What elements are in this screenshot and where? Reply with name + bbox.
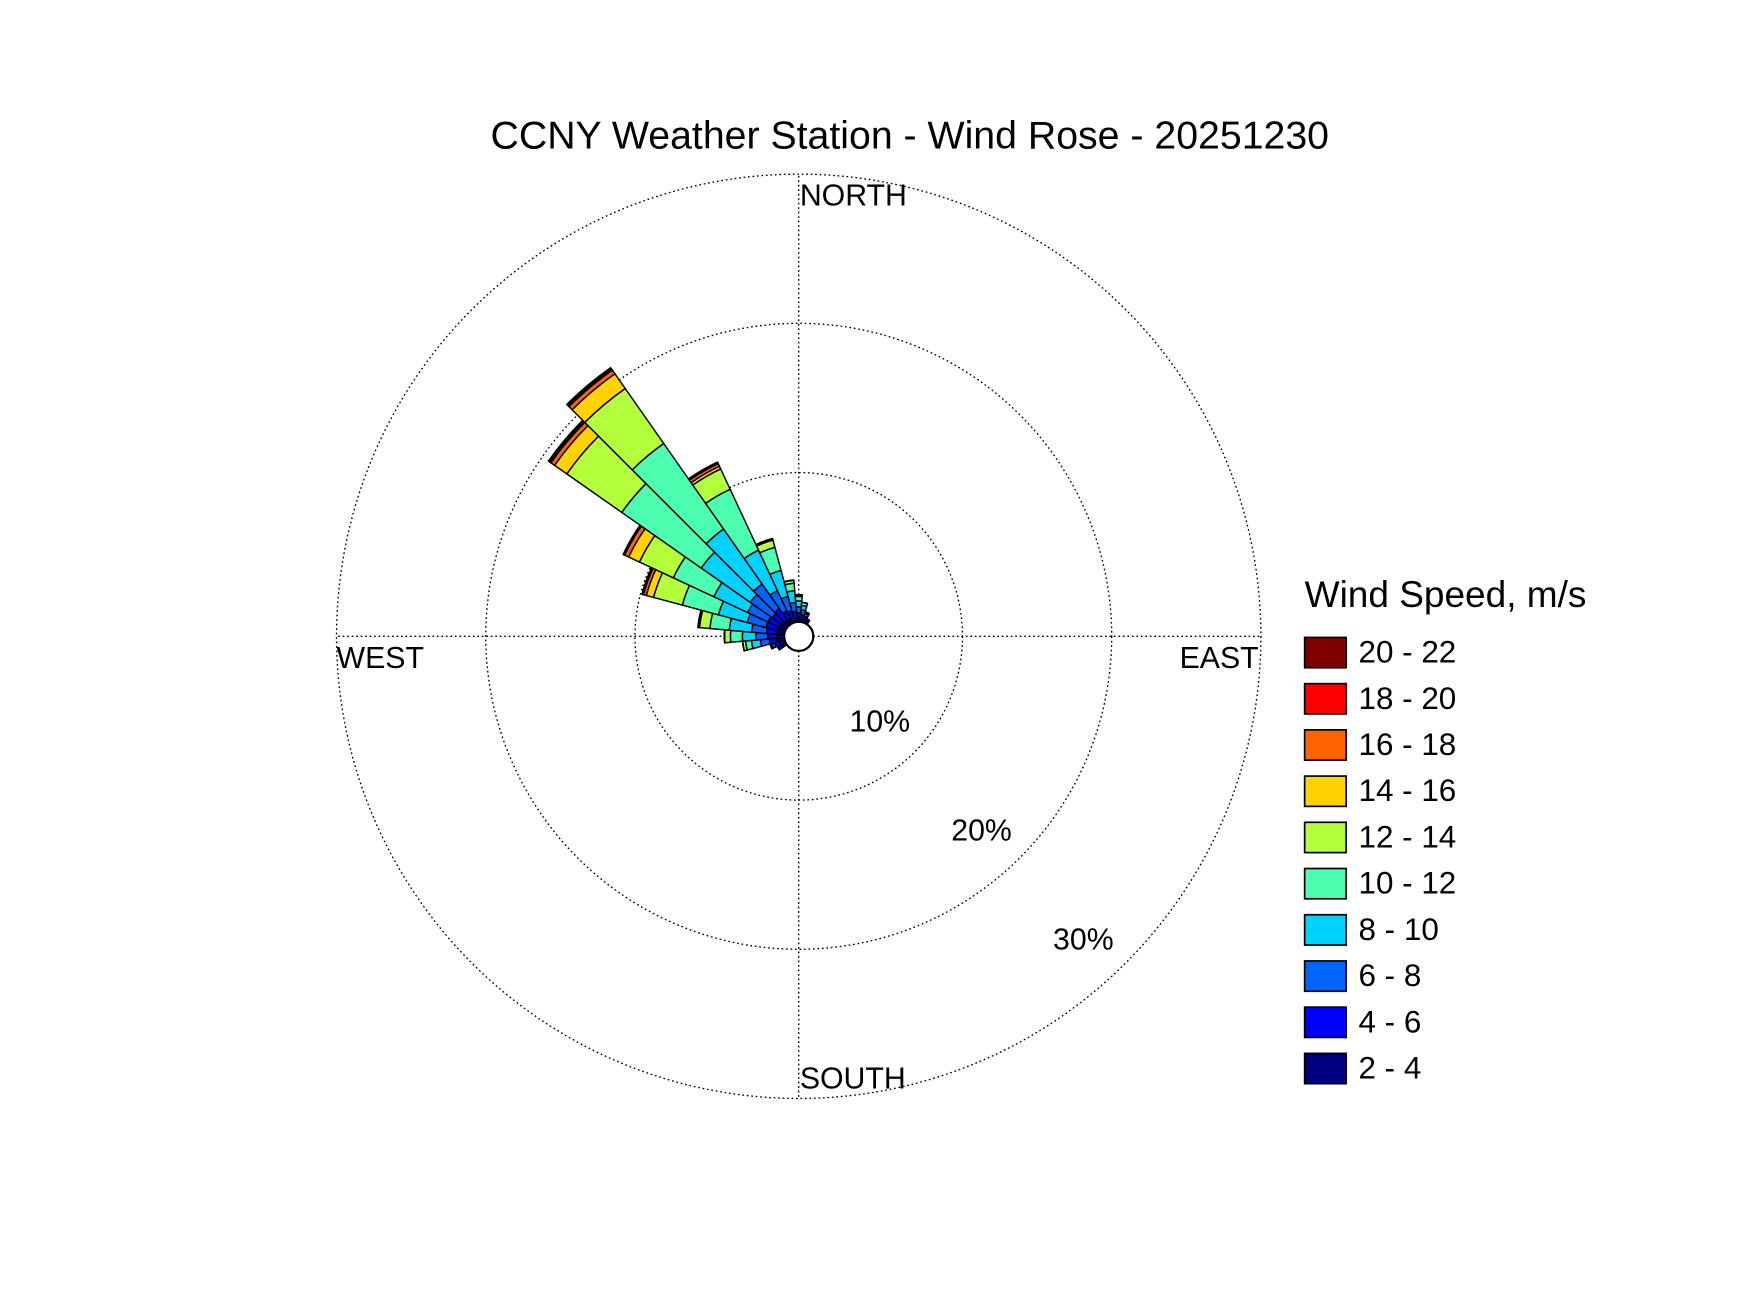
r-tick-label: 10%: [850, 705, 911, 738]
wedge-segment: [723, 629, 732, 644]
legend-swatch: [1303, 636, 1347, 669]
legend-swatch: [1303, 913, 1347, 946]
legend-swatch: [1303, 821, 1347, 854]
wedge-segment: [688, 461, 718, 480]
legend-label: 6 - 8: [1358, 958, 1421, 993]
chart-title: CCNY Weather Station - Wind Rose - 20251…: [491, 114, 1330, 158]
r-tick-label: 30%: [1053, 924, 1114, 957]
compass-label: SOUTH: [800, 1063, 906, 1096]
legend-label: 2 - 4: [1358, 1051, 1421, 1086]
legend-label: 18 - 20: [1358, 681, 1456, 716]
wedge-segment: [729, 629, 744, 644]
legend-swatch: [1303, 960, 1347, 993]
legend-label: 8 - 10: [1358, 912, 1438, 947]
legend-swatch: [1303, 775, 1347, 808]
wedge-segment: [783, 579, 794, 583]
legend-swatch: [1303, 682, 1347, 715]
compass-label: NORTH: [800, 180, 907, 213]
compass-label: EAST: [1180, 642, 1259, 675]
legend-swatch: [1303, 867, 1347, 900]
legend-swatch: [1303, 1006, 1347, 1039]
r-tick-label: 20%: [951, 814, 1012, 847]
legend-label: 16 - 18: [1358, 727, 1456, 762]
center-hole: [783, 620, 815, 653]
wedge-segment: [565, 366, 613, 407]
legend-label: 10 - 12: [1358, 866, 1456, 901]
legend-swatch: [1303, 729, 1347, 761]
legend-label: 4 - 6: [1358, 1004, 1421, 1039]
legend-title: Wind Speed, m/s: [1305, 573, 1587, 615]
legend-swatch: [1303, 1052, 1347, 1085]
compass-label: WEST: [337, 642, 424, 675]
legend-label: 20 - 22: [1358, 635, 1456, 670]
legend-label: 14 - 16: [1358, 773, 1456, 808]
grid-ring: [335, 173, 1262, 1100]
grid-ring: [485, 322, 1113, 950]
legend-label: 12 - 14: [1358, 819, 1456, 854]
